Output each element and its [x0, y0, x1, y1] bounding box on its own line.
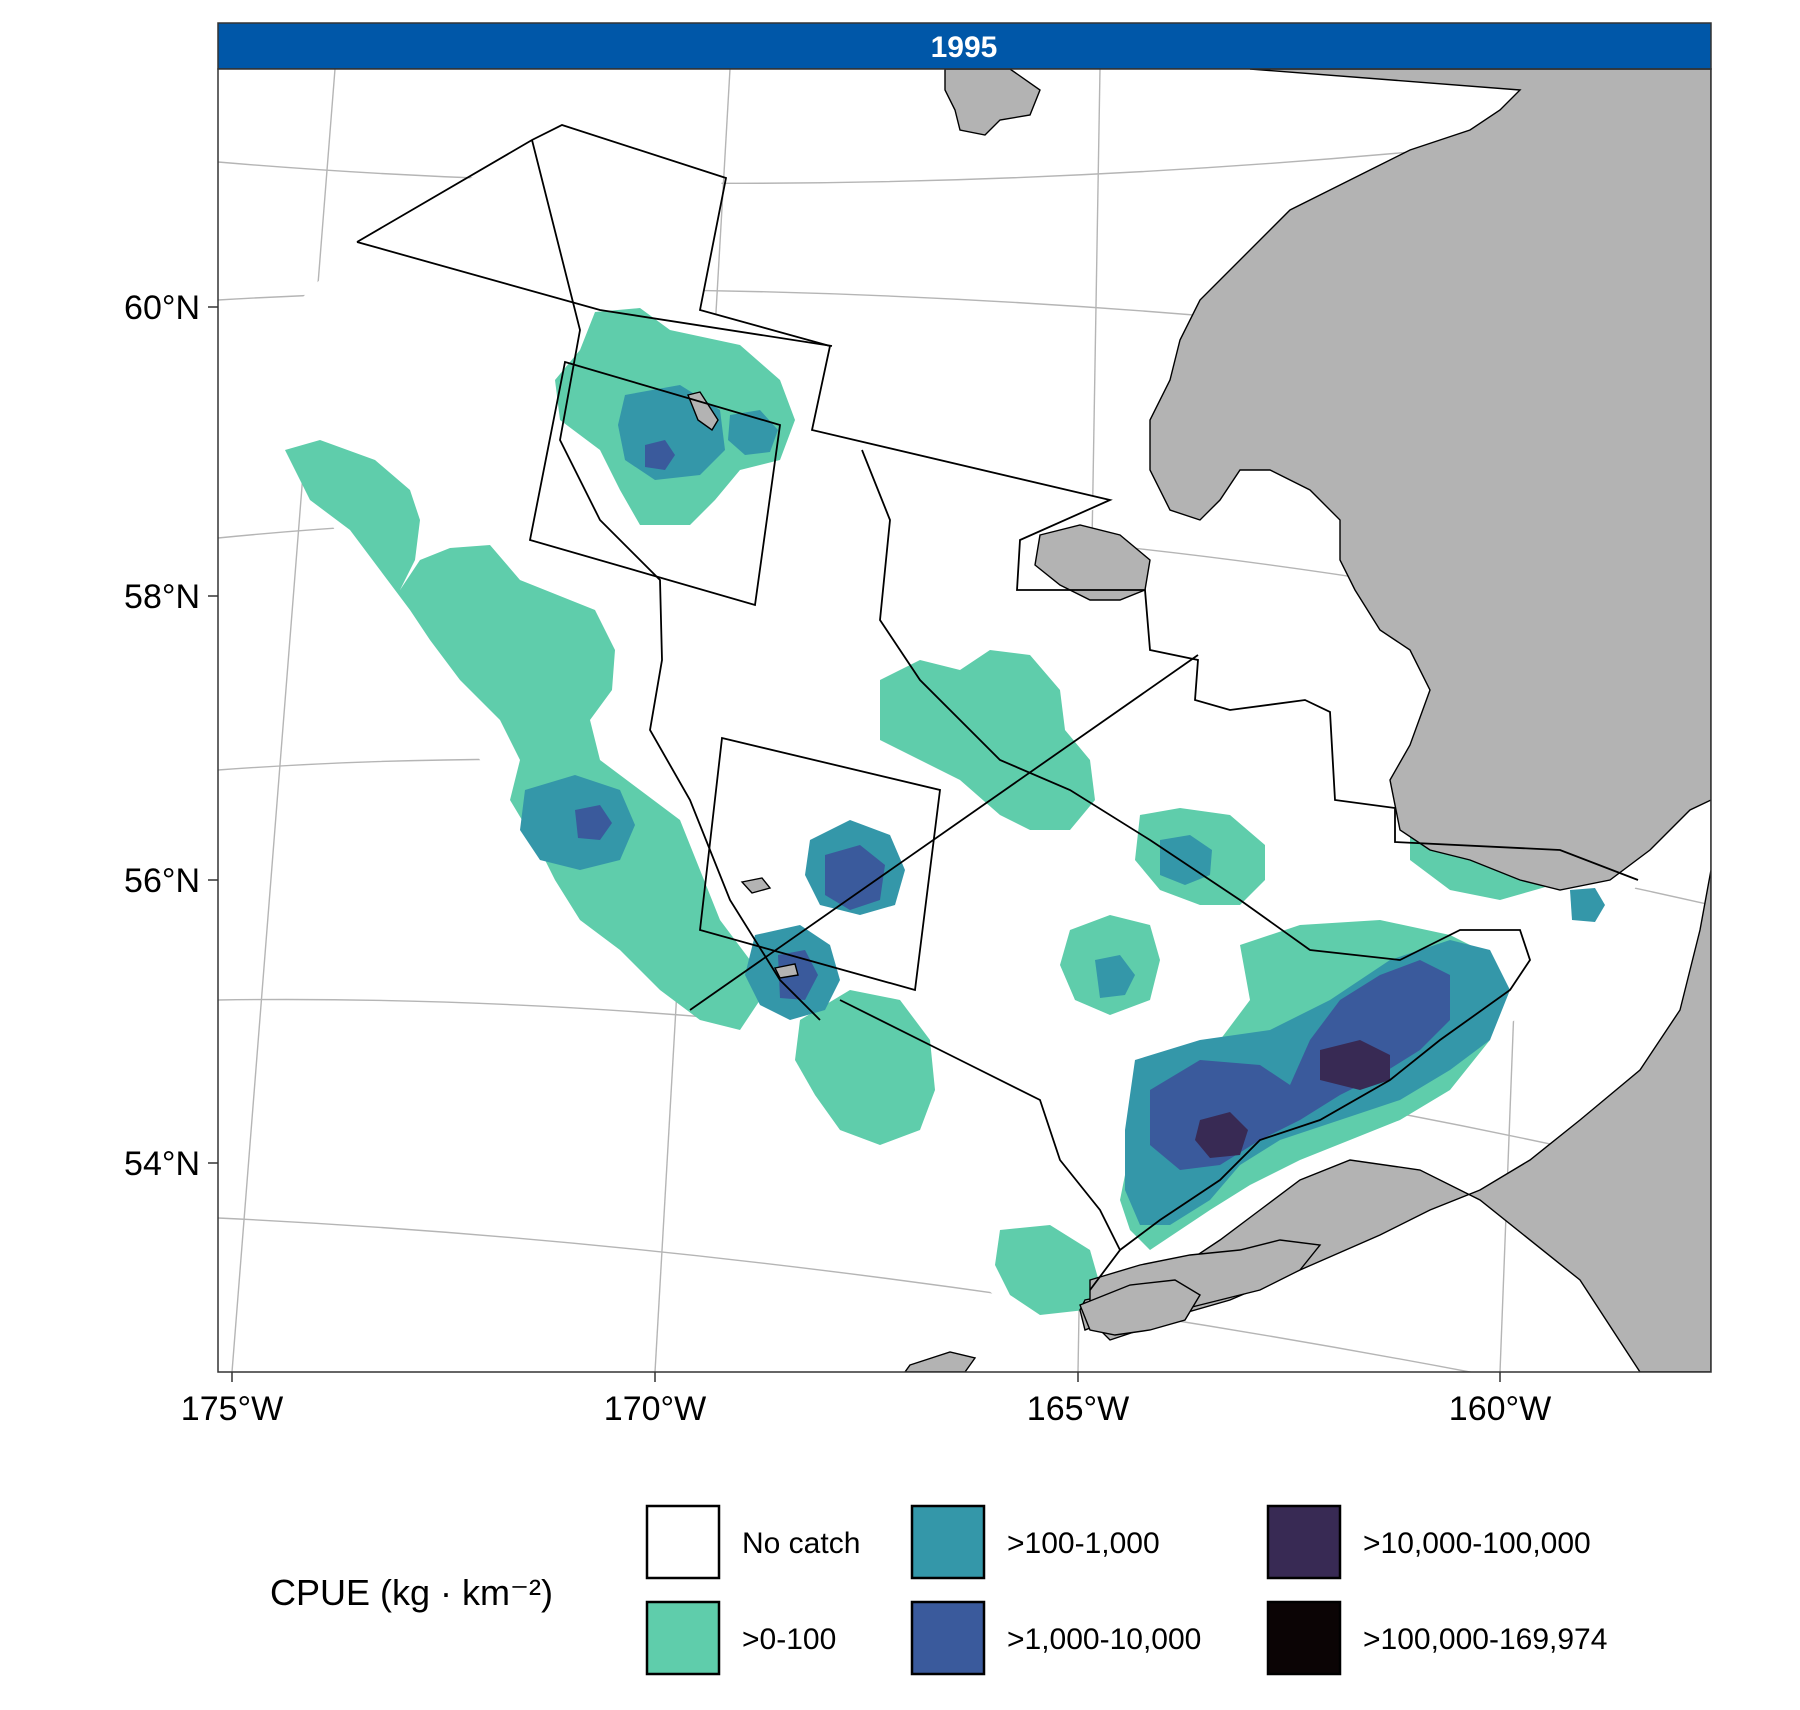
pribilof-st-paul	[740, 877, 772, 894]
y-tick-label: 60°N	[124, 289, 200, 327]
land-masses	[687, 69, 1711, 1372]
legend-label-100000-169974: >100,000-169,974	[1363, 1623, 1607, 1656]
legend-key-no-catch	[645, 1504, 721, 1580]
nunivak-island	[1034, 524, 1151, 601]
st-lawrence-island	[944, 69, 1041, 136]
y-tick-label: 58°N	[124, 578, 200, 616]
unimak-island	[1079, 1279, 1201, 1336]
facet-year-label: 1995	[931, 31, 998, 64]
aleutian-islets	[904, 1351, 977, 1372]
legend-key-0-100	[645, 1600, 721, 1676]
x-tick-label: 175°W	[181, 1390, 283, 1428]
x-tick-label: 160°W	[1449, 1390, 1551, 1428]
map-panel	[218, 69, 1711, 1372]
legend-title: CPUE (kg · km⁻²)	[270, 1572, 553, 1613]
legend-label-no-catch: No catch	[742, 1527, 860, 1560]
st-matthew-island	[687, 391, 719, 432]
legend-label-100-1000: >100-1,000	[1007, 1527, 1160, 1560]
x-axis: 175°W 170°W 165°W 160°W	[181, 1372, 1551, 1428]
map-panel-border	[217, 68, 1712, 1373]
y-tick-label: 54°N	[124, 1145, 200, 1183]
facet-strip	[217, 22, 1712, 70]
x-tick-label: 170°W	[604, 1390, 706, 1428]
legend-label-1000-10000: >1,000-10,000	[1007, 1623, 1201, 1656]
stratum-boundaries	[356, 124, 1639, 1291]
legend-key-10000-100000	[1266, 1504, 1342, 1580]
cpue-layer-10000-100000	[1195, 1040, 1390, 1158]
legend-label-10000-100000: >10,000-100,000	[1363, 1527, 1591, 1560]
pribilof-st-george	[773, 963, 799, 979]
legend-key-100-1000	[910, 1504, 986, 1580]
legend: CPUE (kg · km⁻²) No catch >0-100 >100-1,…	[270, 1504, 1607, 1676]
x-tick-label: 165°W	[1027, 1390, 1129, 1428]
y-axis: 54°N 56°N 58°N 60°N	[124, 289, 218, 1183]
legend-key-1000-10000	[910, 1600, 986, 1676]
y-tick-label: 56°N	[124, 862, 200, 900]
legend-key-100000-169974	[1266, 1600, 1342, 1676]
legend-label-0-100: >0-100	[742, 1623, 836, 1656]
